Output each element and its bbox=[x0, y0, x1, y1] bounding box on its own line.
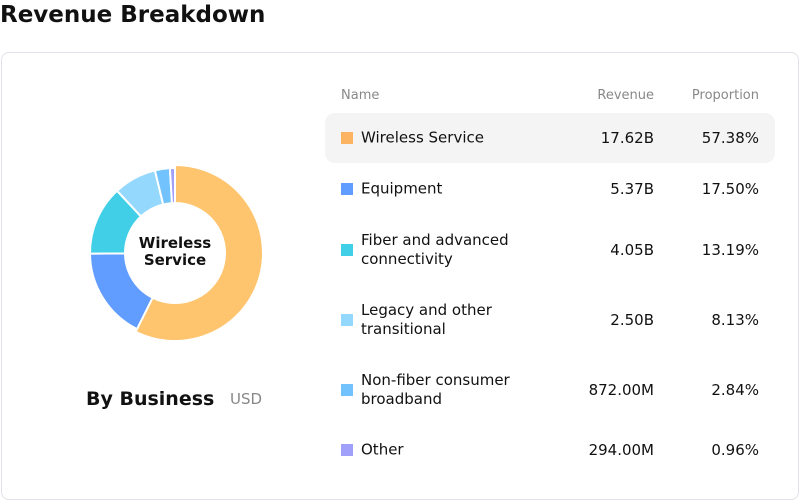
legend-swatch bbox=[341, 444, 353, 456]
row-revenue: 872.00M bbox=[588, 381, 654, 399]
donut-center-label: Wireless Service bbox=[138, 234, 212, 269]
row-proportion: 17.50% bbox=[701, 180, 759, 198]
row-revenue: 17.62B bbox=[600, 129, 654, 147]
legend-row[interactable]: Legacy and other transitional 2.50B 8.13… bbox=[325, 295, 775, 345]
row-name: Equipment bbox=[361, 179, 443, 198]
donut-slice[interactable] bbox=[168, 166, 176, 205]
legend-row[interactable]: Equipment 5.37B 17.50% bbox=[325, 164, 775, 214]
header-name: Name bbox=[341, 88, 380, 103]
header-revenue: Revenue bbox=[597, 88, 654, 103]
legend-swatch bbox=[341, 384, 353, 396]
row-name: Non-fiber consumer broadband bbox=[361, 371, 510, 408]
row-name: Fiber and advanced connectivity bbox=[361, 231, 509, 268]
legend-row[interactable]: Wireless Service 17.62B 57.38% bbox=[325, 113, 775, 163]
header-proportion: Proportion bbox=[691, 88, 759, 103]
legend-swatch bbox=[341, 314, 353, 326]
row-revenue: 4.05B bbox=[610, 241, 654, 259]
legend-row[interactable]: Other 294.00M 0.96% bbox=[325, 425, 775, 475]
row-proportion: 13.19% bbox=[701, 241, 759, 259]
legend-swatch bbox=[341, 183, 353, 195]
row-revenue: 5.37B bbox=[610, 180, 654, 198]
legend-row[interactable]: Non-fiber consumer broadband 872.00M 2.8… bbox=[325, 365, 775, 415]
chart-subtitle: By Business bbox=[86, 388, 215, 410]
row-proportion: 8.13% bbox=[711, 311, 759, 329]
legend-swatch bbox=[341, 132, 353, 144]
legend-swatch bbox=[341, 244, 353, 256]
row-revenue: 2.50B bbox=[610, 311, 654, 329]
row-name: Legacy and other transitional bbox=[361, 301, 492, 338]
row-revenue: 294.00M bbox=[588, 441, 654, 459]
legend-row[interactable]: Fiber and advanced connectivity 4.05B 13… bbox=[325, 225, 775, 275]
row-proportion: 0.96% bbox=[711, 441, 759, 459]
row-proportion: 57.38% bbox=[701, 129, 759, 147]
row-proportion: 2.84% bbox=[711, 381, 759, 399]
unit-label: USD bbox=[230, 390, 263, 408]
page-title: Revenue Breakdown bbox=[0, 2, 266, 28]
chart-card bbox=[1, 52, 799, 500]
row-name: Wireless Service bbox=[361, 128, 484, 147]
row-name: Other bbox=[361, 440, 404, 459]
donut-slice[interactable] bbox=[134, 163, 264, 342]
